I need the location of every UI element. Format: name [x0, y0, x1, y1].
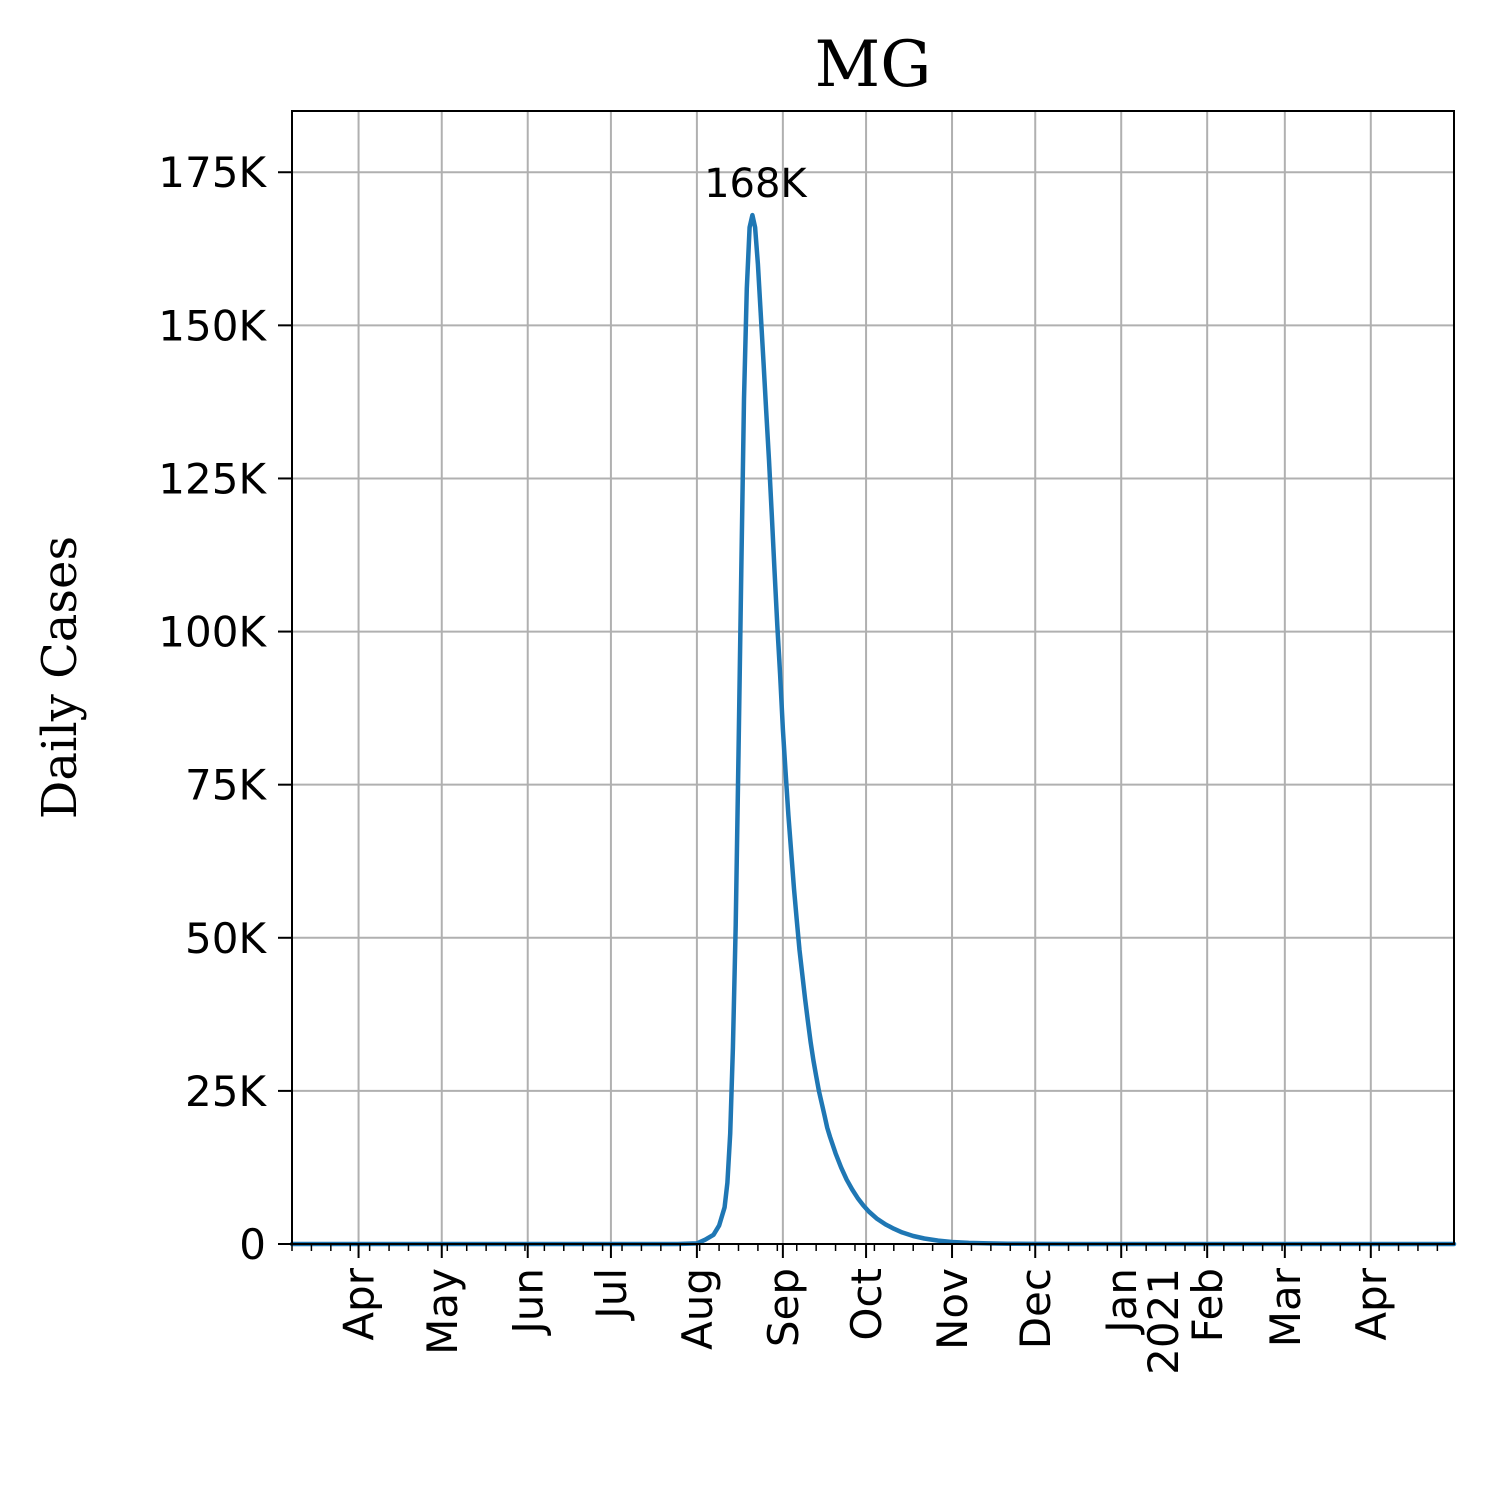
y-tick-label: 100K: [158, 608, 267, 657]
x-tick-label-line: Nov: [928, 1268, 977, 1350]
x-tick-label: Apr: [1347, 1267, 1396, 1340]
x-tick-label: May: [418, 1268, 467, 1355]
x-tick-label: Dec: [1011, 1268, 1060, 1349]
x-tick-label: Nov: [928, 1268, 977, 1350]
grid-lines: [292, 111, 1454, 1245]
chart-title: MG: [815, 28, 932, 102]
plot-frame: [291, 110, 1455, 1245]
x-tick-label-line: Jun: [504, 1268, 553, 1337]
x-tick-label-line: 2021: [1139, 1268, 1188, 1375]
series-layer: [289, 212, 1457, 1247]
x-tick-label: Jan2021: [1097, 1268, 1188, 1375]
x-tick-label-line: Oct: [842, 1268, 891, 1341]
x-tick-label: Feb: [1183, 1268, 1232, 1342]
x-tick-label-line: Jan: [1097, 1268, 1146, 1336]
x-tick-label-line: Feb: [1183, 1268, 1232, 1342]
y-tick-label: 125K: [158, 454, 267, 503]
tick-labels: 0 25K 50K 75K 100K 125K 150K 175K Apr May Jun Jul Au…: [158, 148, 1396, 1375]
x-tick-label-line: Mar: [1261, 1267, 1310, 1347]
x-tick-label: Jun: [504, 1268, 553, 1337]
peak-annotation: 168K: [704, 161, 808, 207]
daily-cases-line: [289, 212, 1457, 1247]
x-tick-label-line: Aug: [673, 1268, 722, 1350]
y-tick-label: 0: [239, 1220, 266, 1269]
x-tick-label-line: Dec: [1011, 1268, 1060, 1349]
x-tick-label-line: Jul: [587, 1268, 636, 1322]
y-tick-label: 150K: [158, 301, 267, 350]
y-tick-label: 50K: [185, 914, 267, 963]
x-tick-label: Oct: [842, 1268, 891, 1341]
x-tick-label-line: Apr: [1347, 1267, 1396, 1340]
x-tick-label: Aug: [673, 1268, 722, 1350]
x-tick-label: Mar: [1261, 1267, 1310, 1347]
x-tick-label: Sep: [759, 1268, 808, 1347]
x-tick-label-line: Apr: [335, 1267, 384, 1340]
y-tick-label: 25K: [185, 1067, 267, 1116]
x-tick-label-line: May: [418, 1268, 467, 1355]
y-axis-label: Daily Cases: [32, 536, 88, 819]
x-tick-label: Jul: [587, 1268, 636, 1322]
axis-ticks: [278, 171, 1439, 1258]
x-tick-label: Apr: [335, 1267, 384, 1340]
y-tick-label: 75K: [185, 761, 267, 810]
x-tick-label-line: Sep: [759, 1268, 808, 1347]
y-tick-label: 175K: [158, 148, 267, 197]
